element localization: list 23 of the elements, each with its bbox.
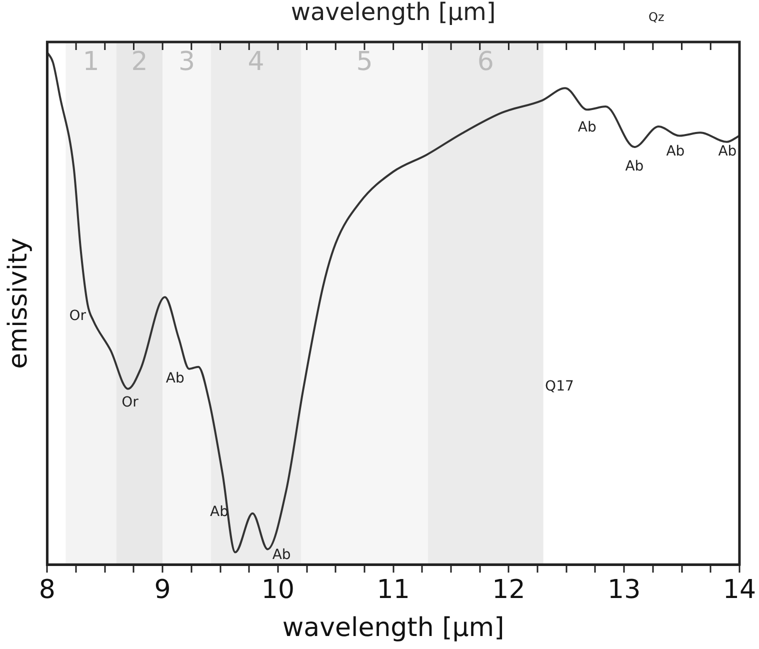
x-tick-label: 9: [154, 574, 171, 605]
annotation: Ab: [666, 143, 685, 160]
annotation: Ab: [272, 546, 291, 563]
text: Qz: [648, 10, 664, 24]
x-tick-label: 13: [608, 574, 641, 605]
x-tick-label: 14: [722, 574, 756, 605]
x-tick-label: 10: [261, 574, 294, 605]
x-tick-label: 12: [492, 574, 526, 605]
annotation: Or: [122, 394, 139, 411]
x-axis-title: wavelength [μm]: [282, 613, 504, 644]
annotation: Ab: [166, 370, 184, 387]
band-label: 3: [178, 46, 196, 77]
annotation: Or: [69, 308, 86, 324]
x2-axis-title: wavelength [μm]: [290, 0, 496, 26]
annotation: Ab: [718, 143, 737, 160]
annotation: Ab: [578, 119, 597, 136]
y-axis-title: emissivity: [3, 238, 34, 369]
annotation: Ab: [625, 158, 644, 175]
x-tick-label: 8: [38, 574, 56, 605]
band-label: 5: [356, 46, 373, 77]
x-tick-label: 11: [376, 574, 410, 605]
annotation: Q17: [545, 378, 574, 395]
band-label: 1: [82, 46, 100, 77]
